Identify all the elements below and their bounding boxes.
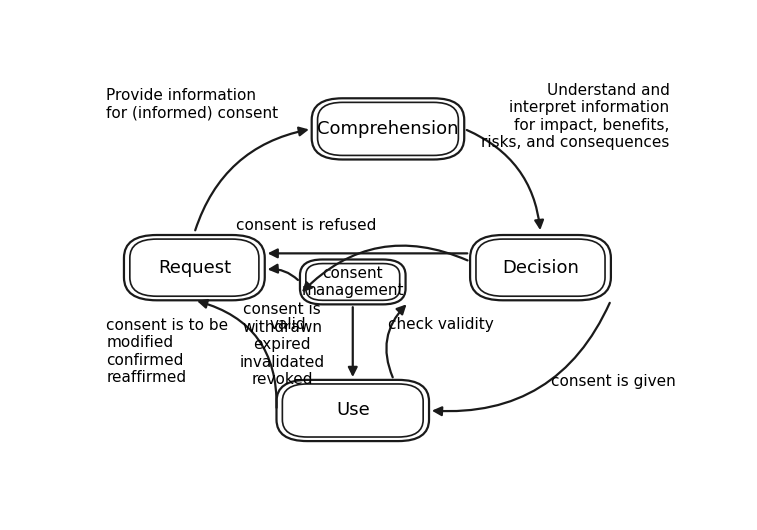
Text: Provide information
for (informed) consent: Provide information for (informed) conse… [106, 88, 279, 121]
FancyBboxPatch shape [300, 260, 406, 304]
FancyBboxPatch shape [470, 235, 611, 301]
Text: check validity: check validity [388, 317, 494, 332]
Text: Understand and
interpret information
for impact, benefits,
risks, and consequenc: Understand and interpret information for… [481, 83, 670, 150]
Text: consent is refused: consent is refused [236, 218, 376, 233]
Text: Use: Use [336, 402, 369, 419]
Text: Decision: Decision [502, 259, 579, 277]
Text: consent is
withdrawn
expired
invalidated
revoked: consent is withdrawn expired invalidated… [240, 302, 325, 387]
Text: consent
management: consent management [301, 266, 404, 298]
Text: Comprehension: Comprehension [317, 120, 459, 138]
Text: valid: valid [269, 317, 306, 332]
FancyBboxPatch shape [312, 98, 464, 160]
Text: consent is given: consent is given [550, 374, 675, 390]
FancyBboxPatch shape [276, 380, 429, 441]
Text: Request: Request [157, 259, 231, 277]
FancyBboxPatch shape [124, 235, 265, 301]
Text: consent is to be
modified
confirmed
reaffirmed: consent is to be modified confirmed reaf… [106, 317, 229, 385]
